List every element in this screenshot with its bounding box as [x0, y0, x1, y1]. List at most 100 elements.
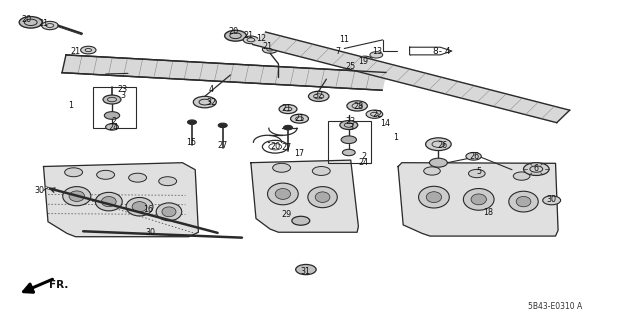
Circle shape	[284, 125, 292, 130]
Circle shape	[225, 30, 246, 41]
Text: 30: 30	[547, 195, 557, 204]
Circle shape	[468, 169, 485, 178]
Text: 14: 14	[380, 119, 390, 128]
Ellipse shape	[275, 189, 291, 199]
Text: 30: 30	[35, 186, 45, 195]
Polygon shape	[44, 163, 198, 237]
Circle shape	[193, 96, 216, 108]
Ellipse shape	[268, 183, 298, 205]
Circle shape	[19, 17, 42, 28]
Text: 21: 21	[243, 31, 253, 40]
Circle shape	[255, 40, 268, 46]
Text: 20: 20	[270, 142, 280, 151]
Ellipse shape	[471, 194, 486, 205]
Circle shape	[312, 167, 330, 175]
Ellipse shape	[126, 197, 153, 216]
Circle shape	[342, 149, 355, 156]
Text: 21: 21	[70, 47, 81, 56]
Text: 27: 27	[218, 141, 228, 150]
Text: 11: 11	[339, 35, 349, 44]
Polygon shape	[251, 160, 358, 232]
Circle shape	[104, 112, 120, 119]
Bar	[93, 87, 136, 128]
Text: 5B43-E0310 A: 5B43-E0310 A	[529, 302, 582, 311]
Text: 12: 12	[256, 34, 266, 43]
Text: 17: 17	[294, 149, 305, 158]
Ellipse shape	[426, 192, 442, 203]
Circle shape	[426, 138, 451, 151]
Circle shape	[308, 91, 329, 101]
Circle shape	[366, 110, 383, 118]
Text: 32: 32	[314, 91, 324, 100]
Ellipse shape	[463, 189, 494, 210]
Ellipse shape	[162, 207, 176, 217]
Text: 20: 20	[22, 15, 32, 24]
Polygon shape	[253, 32, 570, 123]
Circle shape	[159, 177, 177, 186]
Text: 21: 21	[262, 42, 273, 51]
Circle shape	[342, 59, 365, 70]
Text: FR.: FR.	[49, 279, 68, 290]
Ellipse shape	[419, 186, 449, 208]
Circle shape	[243, 36, 259, 44]
Circle shape	[292, 216, 310, 225]
Circle shape	[262, 46, 278, 53]
Ellipse shape	[308, 187, 337, 208]
Circle shape	[65, 168, 83, 177]
Circle shape	[370, 52, 383, 58]
Ellipse shape	[156, 203, 182, 221]
Text: 6: 6	[534, 164, 539, 173]
Text: 24: 24	[109, 123, 119, 132]
Text: 26: 26	[470, 152, 480, 161]
Circle shape	[106, 124, 118, 130]
Text: 5: 5	[476, 167, 481, 176]
Text: 1: 1	[68, 101, 73, 110]
Text: 1: 1	[393, 133, 398, 142]
Text: 2: 2	[111, 117, 116, 126]
Text: 8- 4: 8- 4	[433, 47, 451, 56]
Circle shape	[103, 95, 121, 104]
Circle shape	[543, 196, 561, 205]
Circle shape	[218, 123, 227, 128]
Circle shape	[273, 163, 291, 172]
Ellipse shape	[132, 202, 147, 212]
Circle shape	[291, 114, 308, 123]
Circle shape	[524, 163, 549, 175]
Circle shape	[341, 136, 356, 144]
Ellipse shape	[63, 187, 91, 206]
Circle shape	[296, 264, 316, 275]
Text: 3: 3	[348, 123, 353, 132]
Circle shape	[188, 120, 196, 124]
Circle shape	[347, 101, 367, 111]
Text: 15: 15	[186, 138, 196, 147]
Ellipse shape	[101, 197, 116, 207]
Text: 24: 24	[358, 158, 369, 167]
Circle shape	[429, 158, 447, 167]
Text: 16: 16	[143, 205, 154, 214]
Text: 18: 18	[483, 208, 493, 217]
Polygon shape	[62, 55, 386, 90]
Text: 20: 20	[228, 27, 239, 36]
Ellipse shape	[69, 191, 84, 202]
Text: 31: 31	[301, 267, 311, 276]
Circle shape	[340, 121, 358, 130]
Text: 3: 3	[120, 91, 125, 100]
Text: 28: 28	[353, 102, 364, 111]
Text: 26: 26	[438, 141, 448, 150]
Text: 21: 21	[38, 19, 49, 28]
Text: 23: 23	[118, 85, 128, 94]
Circle shape	[424, 167, 440, 175]
Text: 22: 22	[372, 110, 383, 119]
Text: 4: 4	[209, 85, 214, 94]
Text: 13: 13	[372, 47, 383, 56]
Circle shape	[466, 152, 481, 160]
Circle shape	[97, 170, 115, 179]
Text: 29: 29	[282, 210, 292, 219]
Text: 30: 30	[145, 228, 156, 237]
Circle shape	[81, 46, 96, 54]
Circle shape	[129, 173, 147, 182]
Ellipse shape	[95, 192, 122, 211]
Text: 32: 32	[206, 98, 216, 107]
Ellipse shape	[509, 191, 538, 212]
Ellipse shape	[315, 192, 330, 203]
